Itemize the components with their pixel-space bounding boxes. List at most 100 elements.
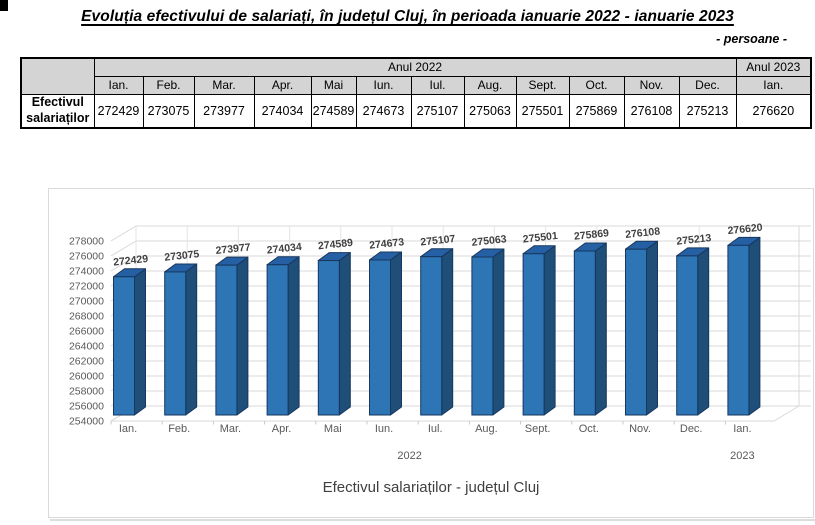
bar-front-face [164,271,187,416]
x-axis-label: Mai [324,423,342,435]
month-header-cell: Nov. [623,75,680,95]
value-cell: 275213 [678,93,737,129]
x-axis-label: Iun. [375,423,393,435]
value-cell: 273977 [193,93,255,129]
month-header-cell: Feb. [142,75,195,95]
value-cell: 274589 [310,93,357,129]
month-header-cell: Aug. [463,75,517,95]
year-header-cell: Anul 2023 [735,57,812,77]
x-axis-label: Nov. [629,423,651,435]
y-axis-label: 274000 [69,266,104,278]
bar-front-face [676,255,699,416]
bar-side-face [543,245,556,416]
year-group-label: 2022 [397,450,421,462]
bar-front-face [266,264,289,416]
bar-side-face [390,251,402,416]
bar-side-face [441,248,454,416]
table-value-row: Efectivul salariaților 272429 273075 273977… [20,93,812,129]
bar-data-label: 275869 [573,227,609,243]
month-header-cell: Iul. [410,75,465,95]
month-header-cell: Apr. [253,75,312,95]
value-cell: 274034 [253,93,312,129]
bar-front-face [727,244,750,416]
bar-side-face [338,252,351,416]
bar-data-label: 273075 [164,248,200,264]
salariati-table: Anul 2022 Anul 2023 Ian. Feb. Mar. Apr. Mai Iun… [20,57,813,129]
y-axis-label: 254000 [69,416,104,428]
x-axis-label: Mar. [220,423,241,435]
month-header-cell: Ian. [735,75,812,95]
month-header-cell: Dec. [678,75,737,95]
bar-front-face [113,276,135,416]
bar-data-label: 275213 [676,232,712,248]
x-axis-label: Iul. [428,423,443,435]
bar-front-face [573,250,596,416]
bar-side-face [646,240,658,416]
bar-front-face [369,259,391,416]
bar-side-face [134,268,146,416]
x-axis-label: Apr. [272,423,292,435]
bar-data-label: 275501 [522,230,558,246]
x-axis-label: Sept. [525,423,551,435]
bar-data-label: 274034 [266,241,302,257]
x-axis-label: Ian. [733,423,751,435]
page-title-text: Evoluția efectivului de salariați, în ju… [81,8,734,25]
table-month-row: Ian. Feb. Mar. Apr. Mai Iun. Iul. Aug. Sept. Oct.… [21,75,812,95]
month-header-cell: Oct. [568,75,625,95]
value-cell: 274673 [355,93,412,129]
bar-side-face [697,247,710,416]
chart-title: Efectivul salariaților - județul Cluj [323,479,540,496]
y-axis-label: 264000 [69,341,104,353]
year-header-cell: Anul 2022 [93,57,737,77]
bar-data-label: 274673 [369,236,405,252]
bar-front-face [215,264,238,416]
value-cell: 273075 [142,93,195,129]
page-edge-shadow [50,519,815,521]
chart-canvas: 254000 256000 258000 260000 262000 264000 2660… [69,222,811,496]
value-cell: 276620 [735,93,812,129]
table-row-header: Efectivul salariaților [20,93,95,129]
table-year-row: Anul 2022 Anul 2023 [20,57,812,95]
y-axis-label: 256000 [69,401,104,413]
x-axis-label: Dec. [680,423,703,435]
y-axis-label: 266000 [69,326,104,338]
bar-side-face [287,256,300,416]
y-axis-label: 262000 [69,356,104,368]
y-axis-label: 270000 [69,296,104,308]
bar-data-label: 276620 [727,222,763,238]
bar-front-face [317,260,340,416]
x-axis-label: Oct. [579,423,599,435]
y-axis-label: 278000 [69,236,104,248]
y-axis-label: 260000 [69,371,104,383]
bar-front-face [420,256,443,416]
value-cell: 276108 [623,93,680,129]
bar-side-face [236,256,249,416]
month-header-cell: Iun. [355,75,412,95]
y-axis-label: 268000 [69,311,104,323]
bar-front-face [471,256,494,416]
bar-data-label: 272429 [113,253,149,269]
value-cell: 275501 [515,93,570,129]
value-cell: 275869 [568,93,625,129]
bar-side-face [748,236,761,416]
y-axis-label: 272000 [69,281,104,293]
y-axis-label: 258000 [69,386,104,398]
bar-data-label: 275107 [420,233,456,249]
x-axis-label: Aug. [475,423,498,435]
month-header-cell: Mar. [193,75,255,95]
month-header-cell: Sept. [515,75,570,95]
unit-note: - persoane - [716,32,787,46]
value-cell: 275063 [463,93,517,129]
month-header-cell: Mai [310,75,357,95]
bar-side-face [185,263,198,416]
bar-front-face [625,248,647,416]
x-axis-label: Feb. [168,423,190,435]
bar-front-face [522,253,545,416]
bar-data-label: 276108 [625,225,661,241]
bar-side-face [594,242,607,416]
table-corner-cell [20,57,95,95]
value-cell: 275107 [410,93,465,129]
bar-data-label: 273977 [215,241,251,257]
bar-data-label: 274589 [317,237,353,253]
